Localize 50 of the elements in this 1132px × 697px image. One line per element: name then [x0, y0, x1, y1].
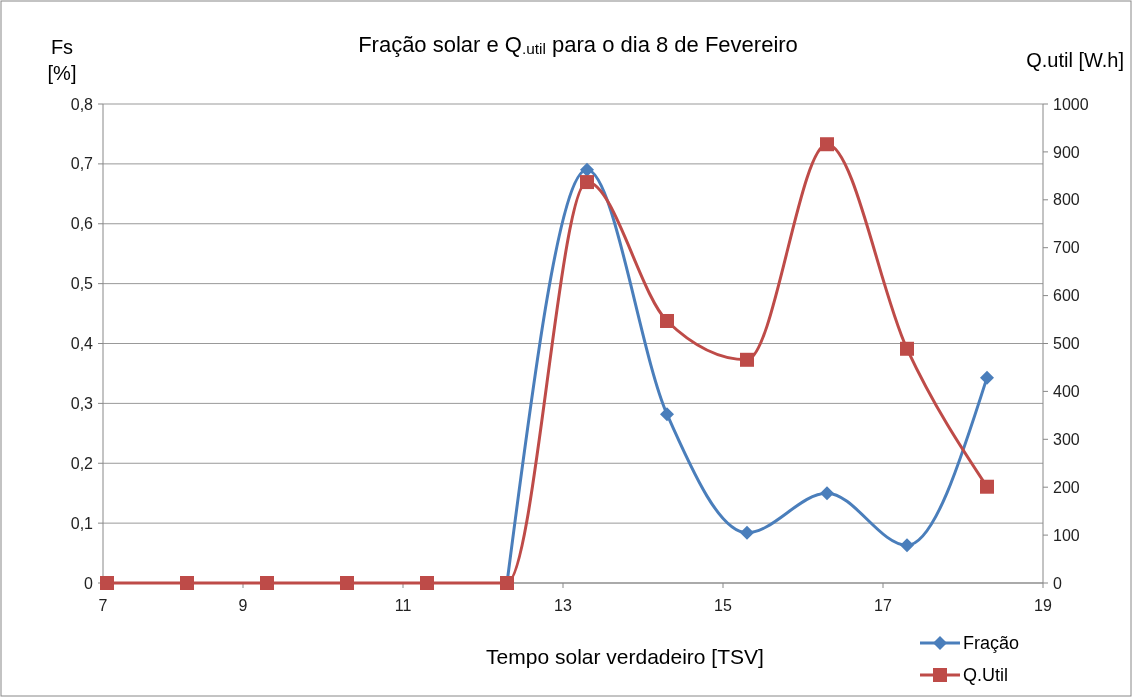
point [740, 352, 754, 367]
y-axis-title: Fs [%] [47, 36, 77, 84]
y-tick-label: 0 [84, 574, 94, 592]
point [660, 313, 674, 328]
point [900, 341, 914, 356]
x-tick-label: 19 [1034, 597, 1052, 614]
y2-axis-title: Q.util [W.h] [1026, 49, 1124, 71]
x-tick-label: 17 [874, 597, 892, 614]
point [820, 486, 834, 501]
y-tick-label: 0,5 [70, 275, 94, 293]
point [900, 538, 914, 553]
chart-title: Fração solar e Q.util para o dia 8 de Fevereiro [358, 32, 798, 57]
y2-tick-label: 800 [1053, 191, 1080, 209]
y2-tick-label: 900 [1053, 143, 1080, 161]
y2-tick-label: 600 [1053, 287, 1080, 305]
y2-tick-label: 1000 [1053, 95, 1089, 113]
y2-tick-label: 100 [1053, 526, 1080, 544]
x-tick-label: 9 [238, 597, 248, 614]
x-tick-label: 15 [714, 597, 732, 614]
point [260, 576, 274, 590]
point [580, 162, 594, 177]
y-tick-label: 0,1 [70, 514, 94, 532]
y-tick-label: 0,7 [70, 155, 94, 173]
point [420, 576, 434, 590]
y2-tick-label: 200 [1053, 478, 1080, 496]
x-tick-label: 7 [98, 597, 108, 614]
point [740, 525, 754, 540]
y2-tick-label: 400 [1053, 383, 1080, 400]
y-tick-label: 0,2 [70, 454, 94, 472]
point [660, 407, 674, 422]
point [100, 576, 114, 590]
y2-tick-label: 500 [1053, 335, 1080, 353]
y2-tick-label: 700 [1053, 239, 1080, 257]
point [980, 370, 994, 385]
legend-label: Fração [963, 633, 1020, 654]
point [340, 576, 354, 590]
x-tick-label: 13 [554, 597, 572, 614]
y-tick-label: 0,8 [70, 95, 94, 113]
y-tick-label: 0,6 [70, 215, 94, 233]
legend-label: Q.Util [963, 665, 1008, 686]
y2-tick-label: 300 [1053, 430, 1080, 448]
y-tick-label: 0,4 [70, 335, 94, 353]
point [980, 479, 994, 494]
y2-tick-label: 0 [1053, 574, 1062, 592]
point [820, 137, 834, 152]
point [580, 175, 594, 190]
y-tick-label: 0,3 [70, 394, 94, 412]
point [180, 576, 194, 590]
x-tick-label: 11 [394, 597, 412, 614]
x-axis-title: Tempo solar verdadeiro [TSV] [486, 645, 764, 668]
